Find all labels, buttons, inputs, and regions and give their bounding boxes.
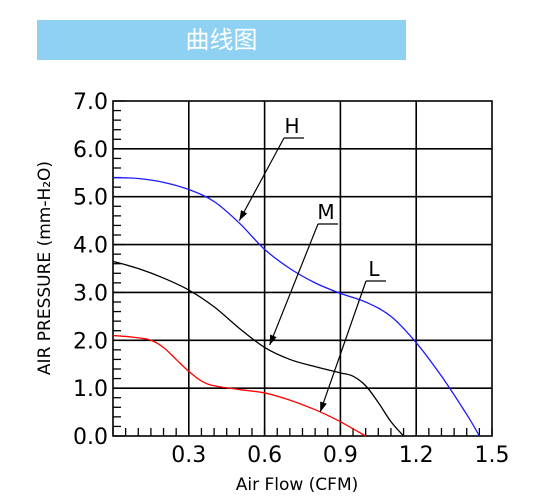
chart-ticks xyxy=(112,100,493,437)
x-axis-label: Air Flow (CFM) xyxy=(236,475,359,495)
series-annotation-m: M xyxy=(317,200,334,224)
chart-grid xyxy=(112,100,493,437)
y-tick-label: 2.0 xyxy=(73,329,108,354)
x-tick-label: 1.2 xyxy=(399,443,434,468)
x-tick-label: 0.6 xyxy=(247,443,282,468)
y-tick-label: 0.0 xyxy=(73,425,108,450)
x-tick-label: 1.5 xyxy=(475,443,510,468)
series-line-m xyxy=(112,260,405,437)
series-line-l xyxy=(112,334,366,437)
series-annotation-h: H xyxy=(284,114,299,138)
series-line-h xyxy=(112,176,480,437)
annotation-arrowhead xyxy=(239,210,248,221)
y-tick-label: 5.0 xyxy=(73,186,108,211)
y-tick-label: 7.0 xyxy=(73,90,108,115)
plot-frame xyxy=(112,100,493,437)
x-tick-label: 0.9 xyxy=(323,443,358,468)
chart-series xyxy=(112,176,480,437)
annotation-leader xyxy=(269,223,319,346)
chart-banner-title: 曲线图 xyxy=(37,20,406,60)
y-tick-label: 4.0 xyxy=(73,234,108,259)
annotation-leader xyxy=(319,280,367,413)
annotation-leader xyxy=(238,137,285,221)
annotation-arrowhead xyxy=(269,334,277,346)
y-tick-label: 1.0 xyxy=(73,377,108,402)
y-axis-label: AIR PRESSURE (mm-H₂O) xyxy=(35,161,55,375)
y-tick-label: 6.0 xyxy=(73,138,108,163)
chart-tick-labels: 0.0 1.0 2.0 3.0 4.0 5.0 6.0 7.0 0.3 0.6 0.9 1.2 1.5 xyxy=(73,90,510,468)
y-tick-label: 3.0 xyxy=(73,281,108,306)
x-tick-label: 0.3 xyxy=(171,443,206,468)
series-annotation-l: L xyxy=(368,257,380,281)
annotation-arrowhead xyxy=(320,401,327,413)
chart-annotations: H M L xyxy=(238,114,386,413)
